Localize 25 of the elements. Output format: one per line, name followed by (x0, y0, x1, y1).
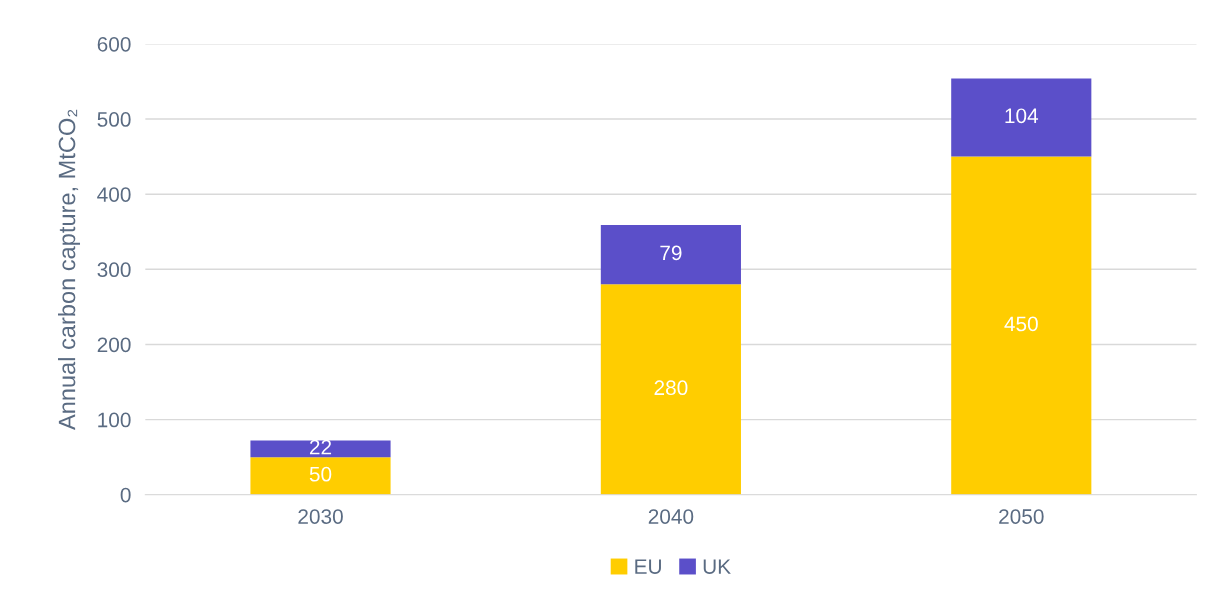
bar (600, 224, 741, 285)
bar (250, 457, 391, 495)
y-tick-label: 100 (98, 412, 131, 428)
data-label: 50 (309, 466, 332, 482)
data-label: 450 (1004, 316, 1038, 332)
x-tick-label: 2030 (298, 509, 343, 524)
bar (250, 440, 391, 458)
data-label: 22 (309, 439, 332, 455)
data-label: 104 (1005, 108, 1039, 124)
data-label: 79 (660, 245, 682, 261)
x-tick-label: 2050 (999, 509, 1044, 524)
bar (951, 78, 1092, 157)
legend-label: EU (635, 559, 661, 574)
y-axis-title: Annual carbon capture, MtCO₂ (58, 109, 81, 431)
y-tick-label: 200 (97, 337, 131, 353)
data-label: 280 (654, 380, 688, 396)
x-tick-label: 2040 (648, 509, 694, 524)
y-tick-label: 300 (97, 262, 131, 278)
y-tick-label: 0 (120, 487, 131, 503)
y-tick-label: 400 (97, 187, 131, 202)
y-tick-label: 600 (97, 36, 131, 52)
bar (600, 284, 741, 495)
bar (951, 156, 1092, 495)
y-tick-label: 500 (97, 112, 131, 127)
legend-label: UK (703, 559, 731, 574)
